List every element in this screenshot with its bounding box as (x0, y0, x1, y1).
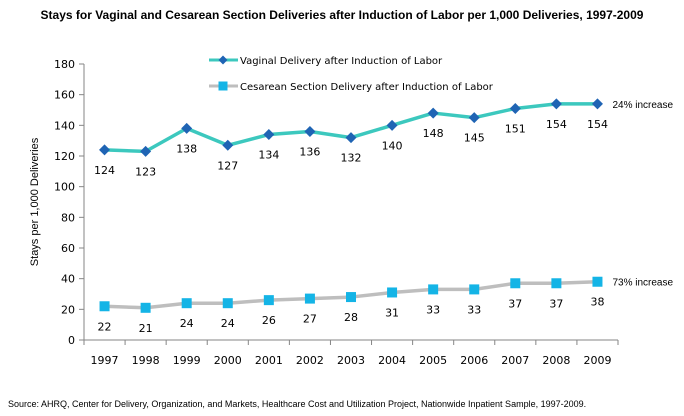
y-tick-label: 80 (61, 211, 75, 224)
data-point (181, 298, 192, 309)
data-label: 136 (299, 145, 320, 158)
data-point (222, 139, 234, 151)
data-label: 148 (423, 127, 444, 140)
x-tick-label: 2008 (542, 354, 570, 367)
series-cesarean: 22 21 24 24 26 27 28 31 33 33 37 37 38 73% increase (98, 276, 673, 335)
data-label: 21 (139, 322, 153, 335)
data-point (304, 293, 315, 304)
y-tick-label: 40 (61, 273, 75, 286)
x-tick-label: 2002 (296, 354, 324, 367)
x-tick-label: 2001 (255, 354, 283, 367)
data-label: 138 (176, 142, 197, 155)
x-tick-label: 1999 (173, 354, 201, 367)
axes: 0 20 40 60 80 100 120 140 160 180 Stays per 1,000 … (29, 58, 619, 367)
series-annotation: 73% increase (612, 278, 673, 289)
data-point (222, 298, 233, 309)
data-point (428, 284, 439, 295)
data-label: 154 (546, 118, 567, 131)
data-label: 24 (180, 317, 194, 330)
data-label: 31 (385, 306, 399, 319)
legend-label: Cesarean Section Delivery after Inductio… (240, 82, 494, 93)
data-label: 37 (549, 297, 563, 310)
data-label: 134 (258, 149, 279, 162)
x-tick-label: 2005 (419, 354, 447, 367)
data-label: 37 (508, 297, 522, 310)
y-tick-label: 0 (68, 334, 75, 347)
data-point (387, 287, 398, 298)
data-point (469, 284, 480, 295)
data-label: 27 (303, 313, 317, 326)
y-tick-label: 140 (54, 119, 75, 132)
data-point (510, 278, 521, 289)
series-layer: 124 123 138 127 134 136 132 140 148 145 151 154 154 2… (94, 98, 673, 335)
data-point (99, 144, 111, 156)
legend-item-cesarean: Cesarean Section Delivery after Inductio… (209, 81, 494, 93)
series-vaginal: 124 123 138 127 134 136 132 140 148 145 151 154 154 2… (94, 98, 673, 178)
y-tick-label: 60 (61, 242, 75, 255)
y-tick-label: 160 (54, 89, 75, 102)
x-tick-label: 2004 (378, 354, 406, 367)
data-point (592, 276, 603, 287)
x-tick-label: 2006 (460, 354, 488, 367)
data-label: 28 (344, 311, 358, 324)
data-point (468, 112, 480, 124)
data-point (304, 125, 316, 137)
data-label: 154 (587, 118, 608, 131)
data-label: 127 (217, 159, 238, 172)
chart-title: Stays for Vaginal and Cesarean Section D… (40, 8, 644, 22)
data-point (263, 129, 275, 141)
data-label: 33 (467, 303, 481, 316)
data-point (345, 132, 357, 144)
data-point (140, 145, 152, 157)
data-label: 123 (135, 165, 156, 178)
x-tick-label: 1997 (91, 354, 119, 367)
y-tick-label: 20 (61, 303, 75, 316)
data-point (591, 98, 603, 110)
data-label: 24 (221, 317, 235, 330)
data-label: 151 (505, 122, 526, 135)
x-tick-label: 2009 (583, 354, 611, 367)
source-note: Source: AHRQ, Center for Delivery, Organ… (8, 399, 587, 409)
data-label: 140 (382, 139, 403, 152)
legend-marker (218, 81, 228, 91)
data-label: 132 (341, 152, 362, 165)
y-tick-label: 120 (54, 150, 75, 163)
data-point (140, 302, 151, 313)
data-point (386, 119, 398, 131)
data-label: 124 (94, 164, 115, 177)
data-point (509, 102, 521, 114)
y-axis-title: Stays per 1,000 Deliveries (29, 137, 41, 266)
data-point (427, 107, 439, 119)
y-tick-label: 100 (54, 181, 75, 194)
data-point (550, 98, 562, 110)
x-tick-label: 2003 (337, 354, 365, 367)
data-point (99, 301, 110, 312)
data-label: 145 (464, 132, 485, 145)
legend: Vaginal Delivery after Induction of Labo… (209, 55, 494, 93)
x-tick-label: 2000 (214, 354, 242, 367)
data-point (346, 292, 356, 303)
x-tick-label: 2007 (501, 354, 529, 367)
legend-label: Vaginal Delivery after Induction of Labo… (240, 56, 443, 67)
data-point (551, 278, 562, 289)
data-label: 38 (590, 296, 604, 309)
series-annotation: 24% increase (612, 100, 673, 111)
legend-item-vaginal: Vaginal Delivery after Induction of Labo… (209, 55, 443, 67)
data-label: 26 (262, 314, 276, 327)
legend-marker (218, 55, 228, 65)
data-point (263, 295, 274, 306)
data-point (181, 122, 193, 134)
data-label: 22 (98, 320, 112, 333)
y-tick-label: 180 (54, 58, 75, 71)
data-label: 33 (426, 303, 440, 316)
x-tick-label: 1998 (132, 354, 160, 367)
